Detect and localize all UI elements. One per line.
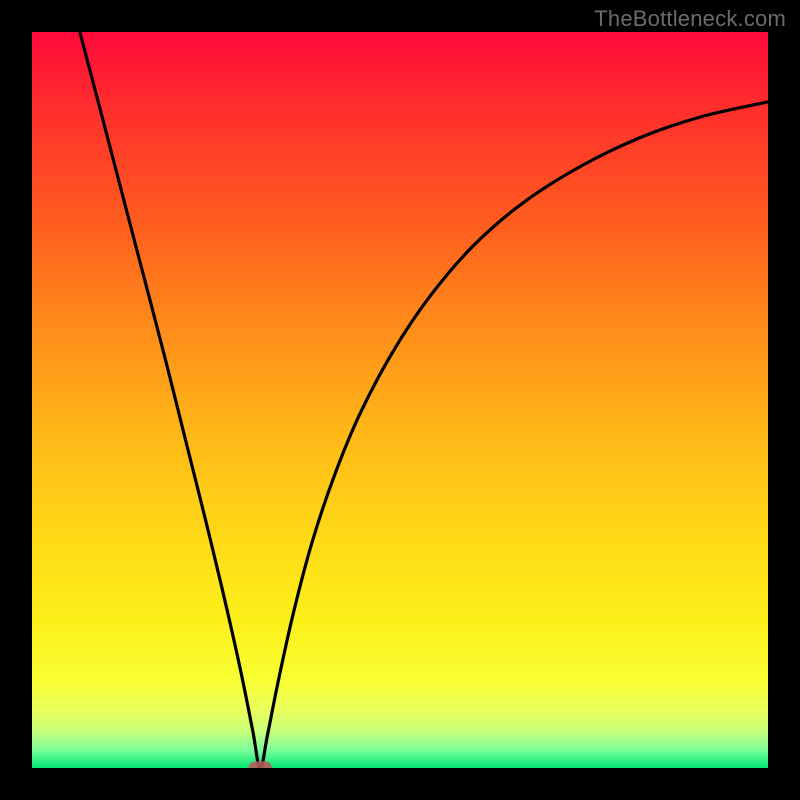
watermark-text: TheBottleneck.com: [594, 6, 786, 32]
minimum-marker: [248, 761, 272, 768]
gradient-background: [32, 32, 768, 768]
chart-plot-area: [32, 32, 768, 768]
bottleneck-curve-chart: [32, 32, 768, 768]
